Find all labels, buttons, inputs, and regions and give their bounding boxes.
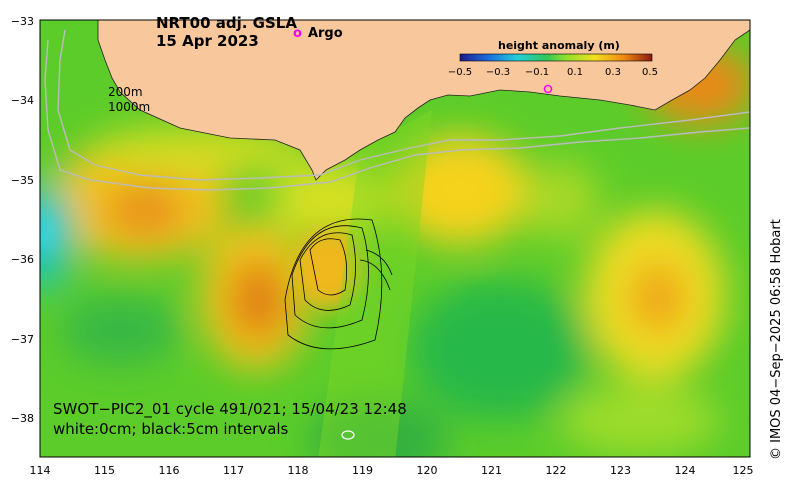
copyright-credit: © IMOS 04−Sep−2025 06:58 Hobart [769, 219, 784, 460]
colorbar-title: height anomaly (m) [498, 39, 620, 52]
argo-float-marker [543, 84, 553, 94]
argo-legend-marker: o [293, 26, 302, 41]
x-tick-label: 125 [733, 464, 754, 477]
swot-contour-info: white:0cm; black:5cm intervals [53, 420, 289, 438]
colorbar-tick: −0.3 [486, 67, 510, 78]
isobath-legend: 200m 1000m [108, 85, 150, 115]
y-tick-label: −38 [11, 412, 34, 425]
argo-legend-label: Argo [307, 26, 343, 41]
y-tick-label: −36 [11, 253, 34, 266]
colorbar-tick: 0.1 [567, 67, 583, 78]
swot-annotation: SWOT−PIC2_01 cycle 491/021; 15/04/23 12:… [53, 399, 407, 439]
colorbar-tick: −0.5 [448, 67, 472, 78]
x-tick-label: 118 [288, 464, 309, 477]
x-tick-label: 123 [610, 464, 631, 477]
isobath-1000m [44, 39, 750, 191]
x-tick-label: 120 [417, 464, 438, 477]
x-tick-label: 124 [675, 464, 696, 477]
isobath-200m-label: 200m [108, 85, 143, 99]
title-product: NRT00 adj. GSLA [156, 14, 297, 32]
colorbar-tick: 0.3 [605, 67, 621, 78]
sea-level-field [40, 20, 750, 457]
map-title: NRT00 adj. GSLA 15 Apr 2023 [156, 14, 297, 50]
x-tick-label: 114 [30, 464, 51, 477]
colorbar: −0.5 −0.3 −0.1 0.1 0.3 0.5 [448, 53, 658, 78]
colorbar-tick: 0.5 [642, 67, 658, 78]
isobath-1000m-label: 1000m [108, 100, 151, 114]
swot-contours [284, 218, 393, 350]
y-axis: −33 −34 −35 −36 −37 −38 [11, 15, 34, 425]
y-tick-label: −37 [11, 333, 34, 346]
swot-swath [318, 110, 432, 457]
y-tick-label: −35 [11, 174, 34, 187]
y-tick-label: −33 [11, 15, 34, 28]
x-tick-label: 117 [223, 464, 244, 477]
isobath-200m [57, 29, 750, 181]
x-tick-label: 119 [352, 464, 373, 477]
argo-legend: o Argo [293, 26, 343, 41]
title-date: 15 Apr 2023 [156, 32, 259, 50]
x-tick-label: 121 [481, 464, 502, 477]
y-tick-label: −34 [11, 94, 34, 107]
plot-frame [39, 19, 751, 458]
colorbar-gradient [459, 53, 653, 62]
colorbar-tick: −0.1 [525, 67, 549, 78]
swot-pass-info: SWOT−PIC2_01 cycle 491/021; 15/04/23 12:… [53, 400, 407, 418]
x-tick-label: 116 [159, 464, 180, 477]
x-tick-label: 122 [546, 464, 567, 477]
x-tick-label: 115 [94, 464, 115, 477]
x-axis: 114 115 116 117 118 119 120 121 122 123 … [30, 464, 754, 477]
